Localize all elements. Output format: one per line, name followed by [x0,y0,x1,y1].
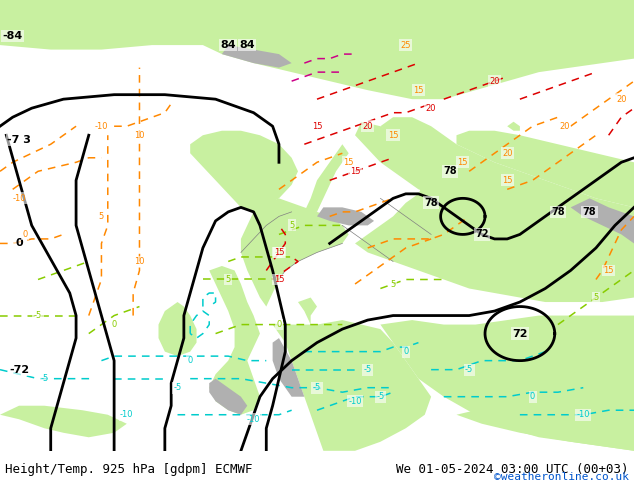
Text: 25: 25 [401,41,411,49]
Polygon shape [456,406,634,451]
Text: 5: 5 [593,293,598,302]
Polygon shape [273,320,431,451]
Text: 0: 0 [403,347,408,356]
Text: 20: 20 [426,104,436,113]
Text: 84: 84 [240,40,255,50]
Text: 15: 15 [312,122,322,131]
Text: -5: -5 [34,311,42,320]
Text: -5: -5 [363,365,372,374]
Polygon shape [456,131,634,207]
Text: 20: 20 [559,122,569,131]
Text: -5: -5 [173,383,182,392]
Text: 78: 78 [583,207,597,217]
Text: 0: 0 [276,320,281,329]
Polygon shape [355,117,634,302]
Polygon shape [298,297,317,324]
Text: -5: -5 [40,374,49,383]
Text: 0: 0 [530,392,535,401]
Polygon shape [209,379,247,415]
Polygon shape [304,144,349,212]
Text: 20: 20 [616,95,626,104]
Polygon shape [190,131,298,212]
Text: -5: -5 [313,383,321,392]
Polygon shape [158,302,197,356]
Text: 20: 20 [489,76,500,86]
Text: 15: 15 [388,131,398,140]
Polygon shape [355,122,444,194]
Text: 5: 5 [226,275,231,284]
Text: 5: 5 [99,212,104,221]
Text: -5: -5 [465,365,474,374]
Text: 15: 15 [604,266,614,275]
Text: 78: 78 [551,207,565,217]
Text: -5: -5 [275,248,283,257]
Polygon shape [273,338,304,397]
Polygon shape [222,45,292,68]
Text: Height/Temp. 925 hPa [gdpm] ECMWF: Height/Temp. 925 hPa [gdpm] ECMWF [5,463,252,476]
Text: 15: 15 [274,248,284,257]
Text: -10: -10 [120,410,134,419]
Text: 20: 20 [363,122,373,131]
Text: 10: 10 [134,131,145,140]
Polygon shape [0,406,127,437]
Text: ©weatheronline.co.uk: ©weatheronline.co.uk [494,472,629,482]
Text: 72: 72 [512,329,527,339]
Text: 84: 84 [221,40,236,50]
Text: -7 3: -7 3 [7,135,31,145]
Text: 15: 15 [413,86,424,95]
Text: 15: 15 [458,158,468,167]
Text: -10: -10 [576,410,590,419]
Polygon shape [0,0,634,99]
Polygon shape [241,198,349,307]
Text: 0: 0 [15,239,23,248]
Text: -5: -5 [376,392,385,401]
Polygon shape [317,207,374,225]
Text: 15: 15 [274,275,284,284]
Text: -10: -10 [12,194,26,203]
Text: 0: 0 [112,320,117,329]
Text: -72: -72 [9,365,29,375]
Text: 0: 0 [23,230,28,239]
Polygon shape [209,266,260,415]
Text: 20: 20 [502,149,512,158]
Polygon shape [571,198,634,244]
Text: -10: -10 [348,397,362,406]
Text: 10: 10 [134,257,145,266]
Text: 72: 72 [475,229,489,240]
Text: -10: -10 [94,122,108,131]
Text: 78: 78 [424,198,438,208]
Text: 15: 15 [502,176,512,185]
Text: 0: 0 [188,356,193,365]
Text: 15: 15 [344,158,354,167]
Text: 5: 5 [289,221,294,230]
Polygon shape [380,316,634,451]
Text: 78: 78 [443,166,457,176]
Text: 15: 15 [350,167,360,176]
Text: -84: -84 [3,31,23,41]
Polygon shape [507,122,520,131]
Text: We 01-05-2024 03:00 UTC (00+03): We 01-05-2024 03:00 UTC (00+03) [396,463,629,476]
Text: 5: 5 [391,279,396,289]
Text: -10: -10 [247,415,261,424]
